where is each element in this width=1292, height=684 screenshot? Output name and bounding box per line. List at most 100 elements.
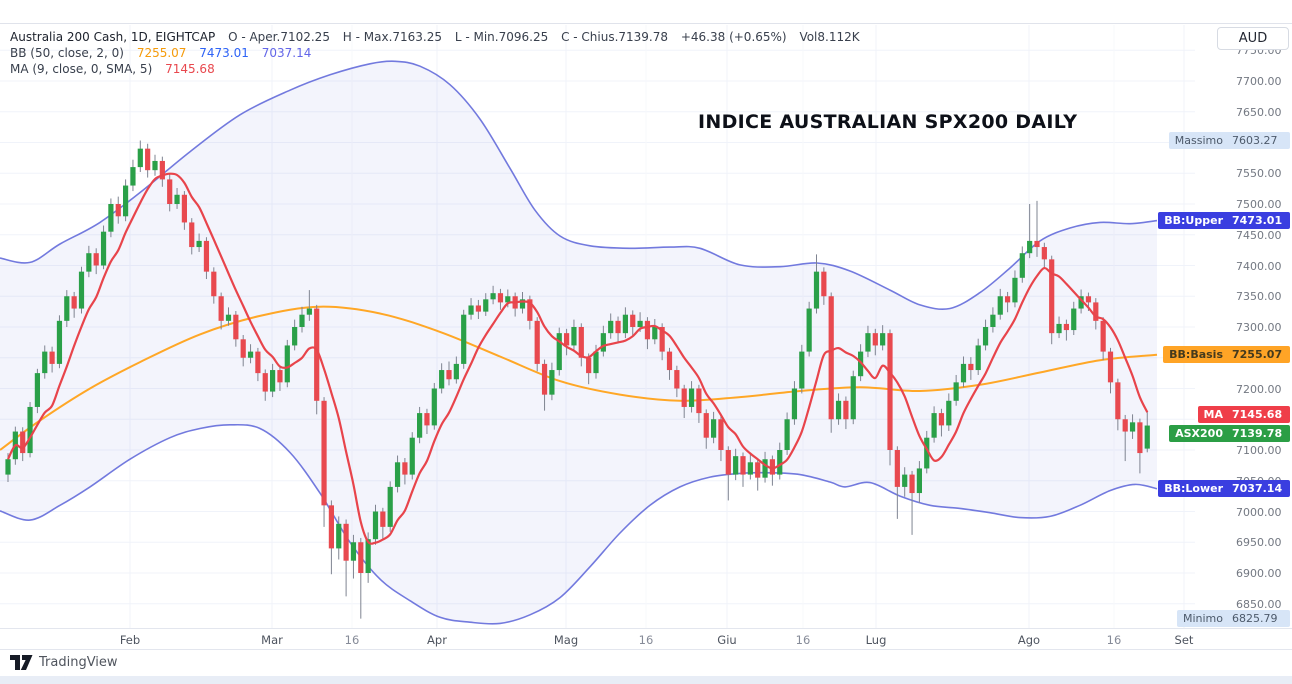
price-line-label-asx200: ASX200 7139.78 xyxy=(1169,424,1290,442)
candle-up xyxy=(637,320,643,327)
candle-down xyxy=(696,388,702,414)
ma-value: 7145.68 xyxy=(165,62,215,76)
candle-down xyxy=(968,363,974,371)
candle-down xyxy=(262,373,268,392)
candle-up xyxy=(835,400,842,420)
time-tick-month: Set xyxy=(1174,633,1194,647)
symbol-title: Australia 200 Cash, 1D, EIGHTCAP xyxy=(10,30,216,44)
candle-down xyxy=(755,462,761,478)
candles-layer xyxy=(5,140,1150,619)
candle-down xyxy=(894,450,900,487)
price-label-name: Minimo xyxy=(1182,612,1223,626)
candle-down xyxy=(644,320,651,340)
price-scale-axis[interactable]: 7750.007700.007650.007600.007550.007500.… xyxy=(1158,24,1292,628)
candle-up xyxy=(468,305,474,315)
candle-down xyxy=(1115,382,1121,420)
candle-up xyxy=(799,351,805,389)
bb-indicator-label: BB (50, close, 2, 0) xyxy=(10,46,124,60)
bollinger-fill xyxy=(0,61,1157,624)
candle-up xyxy=(365,539,371,573)
price-tick-label: 6950.00 xyxy=(1236,536,1282,550)
candle-down xyxy=(703,413,709,438)
candle-up xyxy=(946,400,952,426)
candle-up xyxy=(34,373,40,407)
candle-down xyxy=(725,450,731,475)
candle-up xyxy=(439,370,445,389)
candle-up xyxy=(123,185,129,217)
candle-up xyxy=(306,308,312,315)
candle-down xyxy=(255,351,261,374)
candle-up xyxy=(225,314,232,321)
candle-down xyxy=(666,351,673,371)
candle-up xyxy=(982,327,989,346)
candle-up xyxy=(1027,240,1033,254)
candle-down xyxy=(909,474,915,494)
time-scale-axis[interactable]: Feb Mar 16 Apr Mag 16 Giu 16 Lug Ago 16 Set xyxy=(0,628,1292,650)
ma-indicator-label: MA (9, close, 0, SMA, 5) xyxy=(10,62,153,76)
candle-down xyxy=(233,314,239,340)
price-line-label-bb-upper: BB:Upper 7473.01 xyxy=(1158,212,1290,230)
candle-down xyxy=(1107,351,1114,383)
candle-up xyxy=(975,345,981,371)
time-tick-month: Apr xyxy=(427,633,447,647)
candle-down xyxy=(218,296,224,321)
candle-up xyxy=(387,486,393,527)
top-divider xyxy=(0,23,1292,24)
candle-up xyxy=(270,370,276,392)
candle-down xyxy=(1093,302,1099,321)
candle-up xyxy=(1129,422,1136,432)
tradingview-attribution-link[interactable]: TradingView xyxy=(10,655,118,670)
candle-up xyxy=(858,351,864,377)
candle-up xyxy=(483,299,489,312)
currency-button[interactable]: AUD xyxy=(1217,27,1289,50)
tradingview-brand-text: TradingView xyxy=(39,655,118,670)
candle-down xyxy=(343,523,349,561)
price-label-value: 7473.01 xyxy=(1232,214,1283,228)
candle-up xyxy=(350,542,357,561)
candle-up xyxy=(916,468,922,494)
open-value: O - Aper.7102.25 xyxy=(228,30,330,44)
candle-down xyxy=(277,370,283,383)
candle-up xyxy=(64,296,70,321)
candle-down xyxy=(681,388,687,407)
price-label-value: 7037.14 xyxy=(1232,482,1283,496)
candle-down xyxy=(145,148,151,171)
candle-up xyxy=(1071,308,1077,331)
time-tick-month: Giu xyxy=(717,633,737,647)
candle-up xyxy=(152,160,158,171)
candle-down xyxy=(181,194,187,223)
candle-down xyxy=(659,327,665,352)
candle-down xyxy=(740,456,746,475)
candle-down xyxy=(541,363,548,395)
candle-up xyxy=(953,382,959,401)
price-tick-label: 7100.00 xyxy=(1236,444,1282,457)
price-tick-label: 6850.00 xyxy=(1236,597,1282,611)
price-tick-label: 7400.00 xyxy=(1236,259,1282,273)
candle-down xyxy=(1041,247,1047,260)
price-tick-label: 7300.00 xyxy=(1236,321,1282,334)
bb-upper-value: 7473.01 xyxy=(199,46,249,60)
candle-up xyxy=(247,351,254,358)
candle-down xyxy=(718,419,724,450)
candle-down xyxy=(203,240,210,272)
candle-up xyxy=(336,523,342,549)
candle-up xyxy=(27,406,33,454)
candle-up xyxy=(100,231,107,266)
candle-down xyxy=(821,271,827,297)
candle-up xyxy=(556,333,562,371)
candle-up xyxy=(461,314,467,364)
candle-up xyxy=(600,333,606,352)
candle-up xyxy=(990,314,996,327)
candle-down xyxy=(321,400,327,506)
time-tick-month: Lug xyxy=(865,633,887,647)
candle-up xyxy=(997,296,1003,315)
candle-down xyxy=(115,204,121,217)
bottom-strip xyxy=(0,676,1292,684)
candle-down xyxy=(328,505,334,549)
volume-value: Vol8.112K xyxy=(799,30,860,44)
low-value: L - Min.7096.25 xyxy=(454,30,549,44)
candle-down xyxy=(167,179,173,204)
candle-up xyxy=(284,345,290,383)
candle-up xyxy=(78,271,85,309)
